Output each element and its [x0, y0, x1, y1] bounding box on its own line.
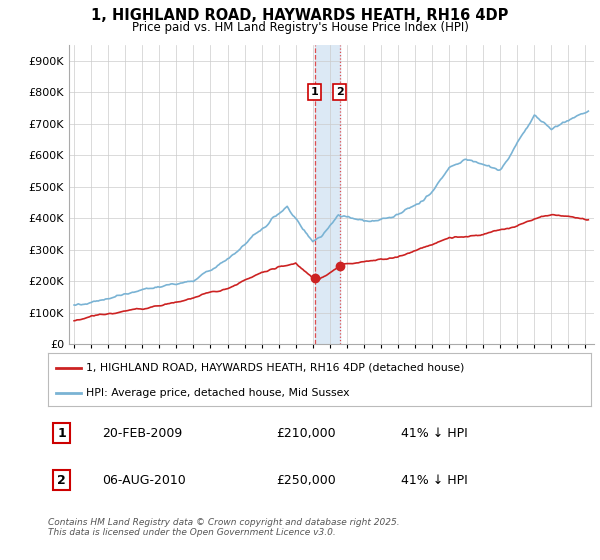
Text: Price paid vs. HM Land Registry's House Price Index (HPI): Price paid vs. HM Land Registry's House … — [131, 21, 469, 34]
Bar — [315, 45, 340, 344]
Text: 2: 2 — [57, 474, 66, 487]
Text: HPI: Average price, detached house, Mid Sussex: HPI: Average price, detached house, Mid … — [86, 388, 350, 398]
Text: 41% ↓ HPI: 41% ↓ HPI — [401, 427, 468, 440]
Text: 41% ↓ HPI: 41% ↓ HPI — [401, 474, 468, 487]
Text: £250,000: £250,000 — [276, 474, 336, 487]
Text: £210,000: £210,000 — [276, 427, 335, 440]
Text: 1: 1 — [311, 87, 319, 97]
Text: 1: 1 — [57, 427, 66, 440]
Text: Contains HM Land Registry data © Crown copyright and database right 2025.
This d: Contains HM Land Registry data © Crown c… — [48, 518, 400, 538]
Text: 1, HIGHLAND ROAD, HAYWARDS HEATH, RH16 4DP (detached house): 1, HIGHLAND ROAD, HAYWARDS HEATH, RH16 4… — [86, 363, 464, 373]
Text: 06-AUG-2010: 06-AUG-2010 — [103, 474, 186, 487]
Text: 20-FEB-2009: 20-FEB-2009 — [103, 427, 182, 440]
Text: 2: 2 — [336, 87, 344, 97]
Text: 1, HIGHLAND ROAD, HAYWARDS HEATH, RH16 4DP: 1, HIGHLAND ROAD, HAYWARDS HEATH, RH16 4… — [91, 8, 509, 24]
